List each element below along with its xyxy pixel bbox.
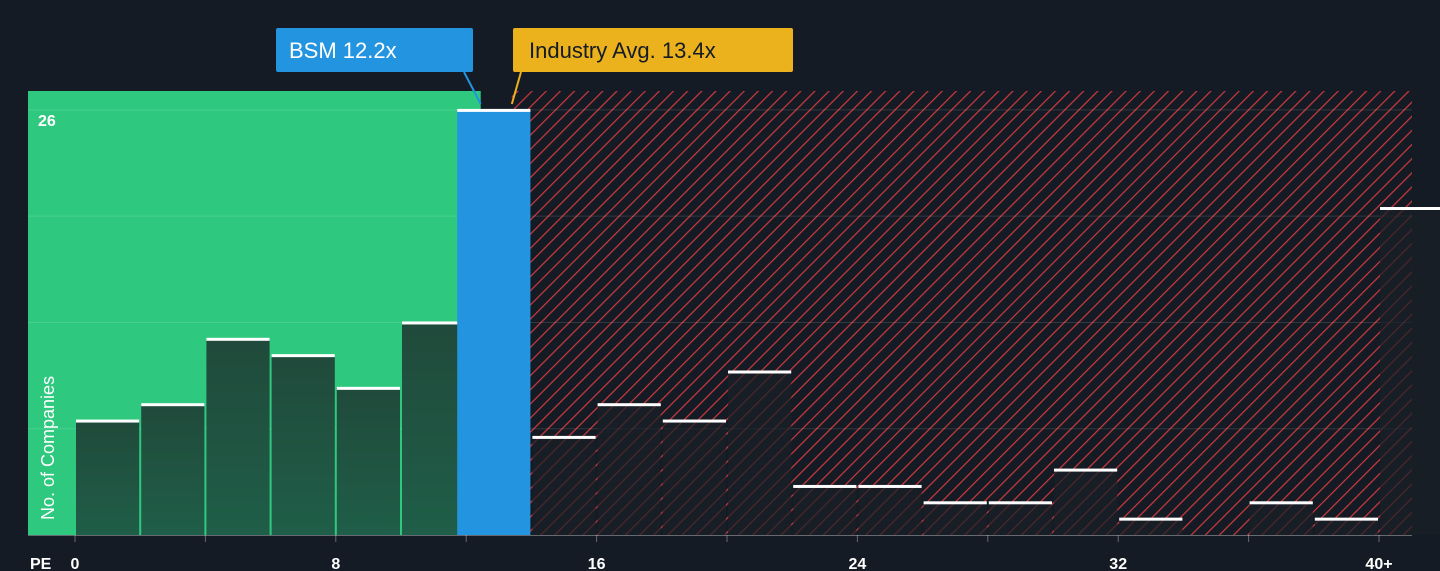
- company-callout: BSM 12.2x: [276, 28, 482, 105]
- bar-cap: [988, 501, 1052, 505]
- bar: [597, 404, 661, 535]
- bar-cap: [141, 403, 205, 407]
- bar: [532, 436, 596, 535]
- bar-cap: [1054, 468, 1118, 472]
- x-axis: 0 8 16 24 32 40+: [28, 535, 1412, 571]
- bar-cap: [728, 370, 792, 374]
- bar-cap: [532, 435, 596, 439]
- company-pointer: [463, 71, 482, 105]
- x-tick-label: 40+: [1365, 556, 1392, 571]
- bar: [1119, 518, 1183, 535]
- y-axis-label: No. of Companies: [38, 376, 58, 520]
- bar-cap: [271, 354, 335, 358]
- bar: [988, 502, 1052, 535]
- bar: [793, 485, 857, 535]
- histogram-bars: [76, 108, 1440, 536]
- bar-cap: [336, 386, 400, 390]
- bar-cap: [206, 337, 270, 341]
- industry-label-box: [513, 28, 793, 72]
- bar-cap: [662, 419, 726, 423]
- bar: [1380, 208, 1440, 535]
- bar-cap: [402, 321, 466, 325]
- industry-pointer: [510, 71, 522, 105]
- x-tick-label: 8: [331, 556, 340, 571]
- x-tick-label: 24: [849, 556, 867, 571]
- valuation-zones: [28, 91, 1413, 535]
- y-tick-label: 26: [38, 113, 56, 130]
- bar-cap: [923, 501, 987, 505]
- bar-cap: [597, 403, 661, 407]
- bar: [457, 109, 531, 536]
- bar-cap: [457, 108, 531, 112]
- bar: [206, 338, 270, 535]
- bar-cap: [1380, 207, 1440, 210]
- bar: [858, 485, 922, 535]
- bar: [1054, 469, 1118, 535]
- bar: [336, 387, 400, 535]
- bar-cap: [858, 484, 922, 488]
- bar: [1249, 502, 1313, 535]
- callouts: BSM 12.2x Industry Avg. 13.4x: [276, 28, 793, 105]
- bar-cap: [793, 484, 857, 488]
- bar: [271, 355, 335, 535]
- x-axis-label: PE: [30, 556, 52, 571]
- bar-cap: [1119, 517, 1183, 521]
- company-label: BSM 12.2x: [289, 38, 397, 63]
- industry-callout: Industry Avg. 13.4x: [510, 28, 793, 105]
- bar: [923, 502, 987, 535]
- bar: [1314, 518, 1378, 535]
- bar-cap: [1249, 501, 1313, 505]
- company-label-box: [276, 28, 473, 72]
- x-tick-label: 16: [588, 556, 606, 571]
- x-tick-label: 0: [71, 556, 80, 571]
- bar-cap: [1314, 517, 1378, 521]
- industry-label: Industry Avg. 13.4x: [529, 38, 716, 63]
- bar: [402, 322, 466, 535]
- bar: [141, 404, 205, 535]
- x-tick-label: 32: [1109, 556, 1127, 571]
- bar-cap: [76, 419, 140, 423]
- bar: [76, 420, 140, 535]
- bar: [662, 420, 726, 535]
- bar: [728, 371, 792, 535]
- above-industry-zone: [511, 91, 1413, 535]
